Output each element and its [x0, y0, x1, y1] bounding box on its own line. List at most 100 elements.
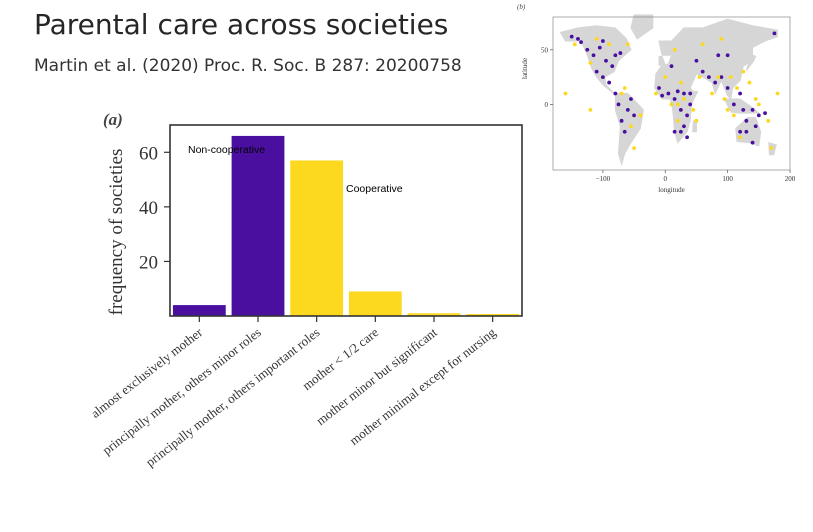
- annotation-cooperative: Cooperative: [346, 183, 403, 195]
- map-point-non_cooperative-46: [763, 111, 767, 116]
- map-point-non_cooperative-2: [585, 47, 590, 52]
- map-point-non_cooperative-28: [666, 91, 671, 96]
- map-point-non_cooperative-53: [694, 58, 699, 63]
- map-point-non_cooperative-30: [660, 93, 665, 98]
- map-point-non_cooperative-23: [682, 91, 686, 96]
- map-point-non_cooperative-36: [707, 75, 711, 80]
- map-point-non_cooperative-1: [579, 40, 583, 45]
- map-point-cooperative-21: [663, 75, 668, 80]
- map-point-non_cooperative-16: [632, 113, 636, 118]
- bar-4: [407, 313, 461, 316]
- map-point-cooperative-0: [572, 42, 577, 47]
- map-point-cooperative-26: [728, 75, 733, 80]
- map-point-non_cooperative-12: [619, 118, 624, 123]
- map-point-cooperative-11: [588, 107, 593, 112]
- map-point-non_cooperative-8: [600, 75, 605, 80]
- map-point-cooperative-13: [678, 80, 683, 85]
- annotation-non-cooperative: Non-cooperative: [188, 144, 265, 156]
- map-point-non_cooperative-0: [569, 34, 574, 39]
- map-point-non_cooperative-19: [600, 39, 605, 43]
- map-point-non_cooperative-40: [731, 102, 736, 107]
- map-point-non_cooperative-37: [713, 80, 718, 85]
- map-point-non_cooperative-39: [725, 86, 730, 90]
- map-point-cooperative-4: [625, 42, 630, 47]
- map-frame: [552, 16, 791, 171]
- map-point-non_cooperative-42: [741, 107, 746, 112]
- map-point-non_cooperative-18: [613, 53, 618, 58]
- panel-b-label: (b): [517, 3, 526, 11]
- bar-3: [348, 291, 402, 316]
- bar-0: [172, 305, 226, 316]
- landmass-3: [658, 55, 666, 66]
- bar-1: [231, 135, 285, 316]
- map-point-non_cooperative-7: [594, 69, 599, 74]
- y-tick-label-0: 20: [139, 252, 158, 273]
- map-point-non_cooperative-15: [629, 97, 633, 101]
- map-point-non_cooperative-54: [725, 53, 730, 58]
- map-x-tick-label-1: 0: [664, 175, 668, 183]
- map-point-non_cooperative-24: [672, 97, 677, 101]
- map-point-cooperative-3: [607, 42, 612, 47]
- landmass-0: [559, 25, 632, 97]
- map-point-non_cooperative-10: [613, 91, 618, 96]
- map-y-tick-label-0: 0: [545, 101, 549, 109]
- map-x-axis-label: longitude: [658, 186, 684, 194]
- map-point-cooperative-29: [747, 80, 752, 85]
- map-point-cooperative-23: [710, 91, 714, 96]
- landmass-1: [630, 14, 654, 40]
- map-point-cooperative-16: [682, 97, 686, 101]
- map-point-non_cooperative-5: [604, 58, 608, 63]
- slide-subtitle: Martin et al. (2020) Proc. R. Soc. B 287…: [34, 56, 462, 76]
- map-point-non_cooperative-50: [750, 140, 755, 145]
- map-y-axis-label: latitude: [521, 58, 529, 79]
- map-point-non_cooperative-17: [576, 36, 580, 41]
- map-point-cooperative-15: [675, 102, 680, 107]
- map-point-non_cooperative-14: [625, 107, 630, 112]
- map-point-non_cooperative-44: [750, 107, 755, 112]
- panel-a-label: (a): [103, 110, 123, 129]
- map-point-non_cooperative-29: [657, 86, 661, 90]
- y-tick-label-2: 60: [139, 143, 158, 164]
- map-point-cooperative-35: [731, 113, 736, 118]
- map-point-non_cooperative-43: [744, 118, 749, 123]
- plot-frame: [169, 124, 523, 317]
- map-x-tick-label-2: 100: [722, 175, 733, 183]
- y-tick-label-1: 40: [139, 198, 158, 219]
- map-point-cooperative-31: [756, 102, 761, 107]
- map-point-non_cooperative-52: [716, 53, 721, 58]
- map-point-cooperative-14: [669, 102, 674, 107]
- map-point-cooperative-5: [619, 91, 624, 96]
- map-point-non_cooperative-20: [618, 51, 623, 55]
- map-x-tick-label-3: 200: [785, 175, 796, 183]
- map-point-cooperative-33: [769, 146, 774, 151]
- map-point-cooperative-32: [766, 118, 771, 123]
- map-point-cooperative-12: [672, 47, 677, 52]
- bar-5: [466, 314, 520, 316]
- map-point-non_cooperative-22: [675, 89, 680, 94]
- map-point-non_cooperative-27: [688, 102, 693, 107]
- map-point-non_cooperative-31: [672, 129, 677, 134]
- slide-title: Parental care across societies: [34, 8, 449, 41]
- map-x-tick-label-0: −100: [596, 175, 611, 183]
- map-point-non_cooperative-26: [685, 113, 689, 118]
- map-y-tick-label-1: 50: [541, 46, 549, 54]
- map-point-cooperative-8: [629, 124, 633, 129]
- map-point-non_cooperative-41: [738, 91, 743, 96]
- map-point-non_cooperative-6: [610, 64, 615, 69]
- map-point-cooperative-27: [735, 86, 739, 90]
- map-point-non_cooperative-3: [591, 53, 596, 58]
- landmass-7: [723, 98, 761, 114]
- map-point-cooperative-28: [741, 69, 746, 74]
- map-point-cooperative-18: [694, 118, 699, 123]
- map-point-cooperative-19: [675, 118, 680, 123]
- map-point-cooperative-36: [700, 42, 705, 47]
- y-axis-label: frequency of societies: [106, 149, 127, 316]
- map-point-cooperative-1: [588, 61, 593, 65]
- map-point-cooperative-38: [775, 91, 780, 96]
- map-point-non_cooperative-11: [616, 102, 621, 107]
- map-point-cooperative-10: [563, 91, 568, 96]
- map-point-non_cooperative-13: [622, 129, 627, 134]
- map-point-non_cooperative-45: [756, 113, 761, 118]
